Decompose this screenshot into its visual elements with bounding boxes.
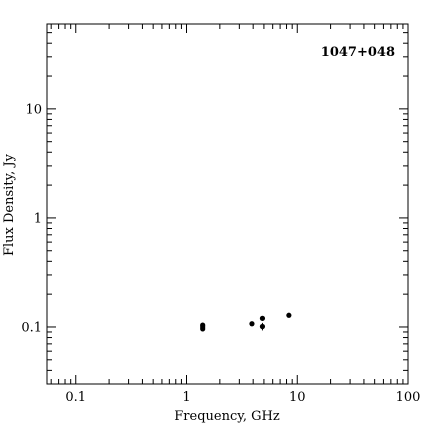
plot-frame [46, 23, 409, 385]
x-tick-label: 1 [182, 390, 190, 405]
x-axis-label: Frequency, GHz [174, 409, 280, 424]
data-point [259, 323, 266, 330]
x-tick-label: 10 [289, 390, 306, 405]
data-points-group [200, 312, 292, 332]
tick-labels-group: 0.1 1 10 100 0.1 1 10 [21, 102, 420, 405]
x-tick-label: 100 [396, 390, 421, 405]
plot-frame-group [46, 23, 409, 385]
data-point [259, 315, 266, 321]
y-tick-label: 10 [25, 102, 42, 117]
y-tick-label: 0.1 [21, 320, 42, 335]
x-tick-label: 0.1 [65, 390, 86, 405]
ticks-group [47, 23, 409, 385]
y-axis-label: Flux Density, Jy [2, 153, 17, 256]
chart-title: 1047+048 [321, 45, 395, 60]
data-point [200, 326, 206, 332]
data-point [286, 312, 292, 318]
y-tick-label: 1 [34, 211, 42, 226]
data-point [249, 321, 255, 327]
